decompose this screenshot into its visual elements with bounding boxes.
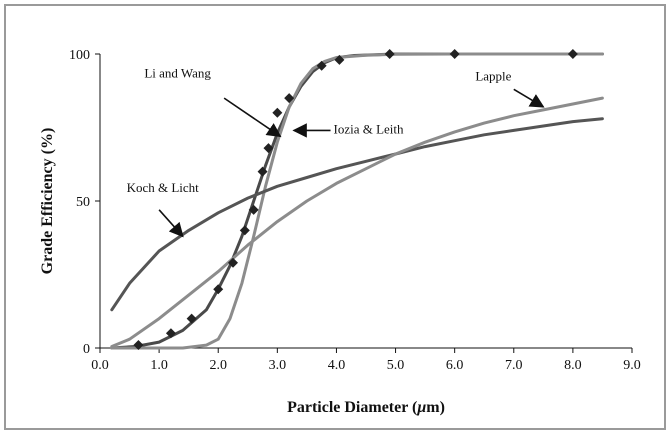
- series-line-lapple: [110, 96, 604, 348]
- x-tick-label: 4.0: [328, 358, 346, 373]
- annotation-label: Iozia & Leith: [333, 121, 404, 136]
- x-tick-label: 7.0: [505, 358, 523, 373]
- chart-svg: 0.0 1.0 2.0 3.0 4.0 5.0 6.0 7.0 8.0 9.0 0 50 100 Li…: [39, 48, 641, 416]
- x-tick-label: 5.0: [387, 358, 405, 373]
- x-tick-label: 3.0: [269, 358, 287, 373]
- experimental-data-point: [165, 328, 176, 339]
- y-tick-label: 100: [69, 48, 90, 63]
- experimental-data-point: [239, 225, 250, 236]
- x-axis-title: Particle Diameter (μm): [287, 399, 445, 416]
- experimental-data-point: [449, 49, 460, 59]
- annotation-arrow: [223, 97, 282, 138]
- experimental-data-point: [257, 166, 268, 177]
- experimental-data-point: [284, 93, 295, 104]
- chart-frame: 0.0 1.0 2.0 3.0 4.0 5.0 6.0 7.0 8.0 9.0 0 50 100 Li…: [4, 4, 666, 430]
- experimental-data-point: [228, 257, 238, 268]
- experimental-data-point: [384, 49, 395, 59]
- y-axis-ticks: 0 50 100: [69, 48, 100, 357]
- experimental-data-point: [567, 49, 578, 59]
- experimental-data-point: [133, 340, 144, 351]
- series-layer: [110, 49, 604, 351]
- experimental-data-point: [316, 60, 327, 71]
- x-tick-label: 2.0: [209, 358, 227, 373]
- x-axis-ticks: 0.0 1.0 2.0 3.0 4.0 5.0 6.0 7.0 8.0 9.0: [91, 348, 641, 373]
- annotation-label: Lapple: [475, 68, 511, 83]
- experimental-data-point: [334, 54, 345, 65]
- y-tick-label: 0: [83, 342, 90, 357]
- series-line-koch-licht: [110, 117, 604, 312]
- annotation-label: Koch & Licht: [127, 180, 200, 195]
- annotation-layer: Li and Wang Iozia & Leith Koch & Licht Lapp…: [127, 66, 545, 238]
- x-tick-label: 6.0: [446, 358, 464, 373]
- annotation-arrow: [513, 88, 545, 108]
- experimental-data-point: [213, 284, 224, 295]
- experimental-data-point: [272, 107, 283, 118]
- x-tick-label: 0.0: [91, 358, 109, 373]
- annotation-arrow: [158, 209, 184, 238]
- experimental-data-point: [248, 204, 259, 215]
- y-axis-title: Grade Efficiency (%): [39, 128, 56, 275]
- experimental-data-point: [186, 313, 197, 324]
- series-line-iozia-leith: [110, 52, 604, 350]
- x-tick-label: 1.0: [150, 358, 168, 373]
- experimental-data-point: [263, 143, 274, 154]
- x-tick-label: 9.0: [623, 358, 641, 373]
- annotation-label: Li and Wang: [144, 66, 211, 81]
- y-tick-label: 50: [76, 195, 90, 210]
- x-tick-label: 8.0: [564, 358, 582, 373]
